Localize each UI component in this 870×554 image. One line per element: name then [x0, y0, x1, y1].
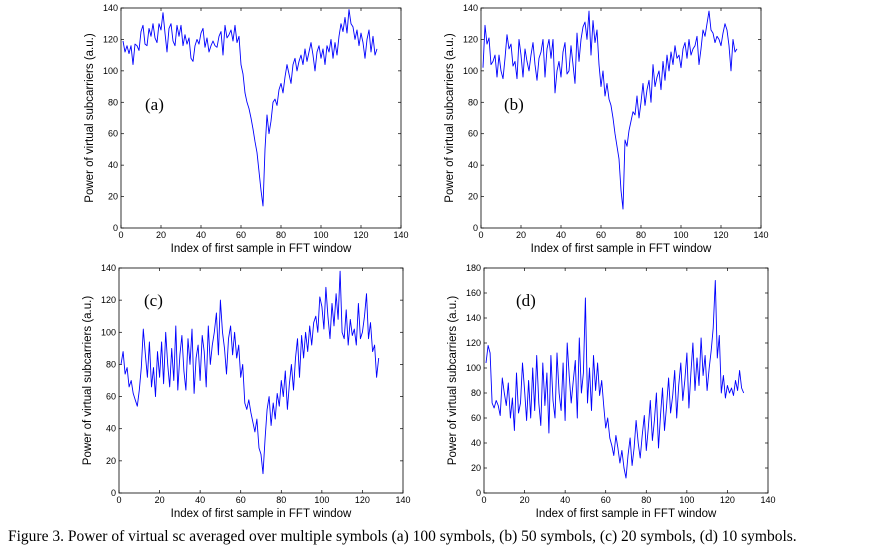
y-tick-label: 120: [463, 34, 478, 44]
x-tick-label: 120: [713, 230, 728, 240]
y-axis-label: Power of virtual subcarriers (a.u.): [447, 296, 459, 466]
panel-label: (a): [145, 95, 164, 114]
y-axis-label: Power of virtual subcarriers (a.u.): [444, 33, 456, 203]
panel-label: (b): [504, 95, 524, 114]
x-tick-label: 80: [641, 495, 651, 505]
x-tick-label: 20: [155, 495, 165, 505]
chart-panel-2: 0 20 40 60 80 100 120 140 0 20 40 60 80 100 120 140 Inde…: [82, 263, 411, 520]
y-tick-label: 120: [466, 338, 481, 348]
y-tick-label: 80: [108, 97, 118, 107]
y-tick-label: 160: [466, 288, 481, 298]
x-tick-label: 80: [276, 495, 286, 505]
x-tick-label: 0: [481, 495, 486, 505]
y-axis-label: Power of virtual subcarriers (a.u.): [82, 296, 94, 466]
y-axis-label: Power of virtual subcarriers (a.u.): [84, 33, 96, 203]
x-axis-label: Index of first sample in FFT window: [531, 243, 712, 255]
y-tick-label: 0: [111, 488, 116, 498]
x-axis-label: Index of first sample in FFT window: [171, 508, 352, 520]
y-tick-label: 80: [106, 359, 116, 369]
x-tick-label: 80: [636, 230, 646, 240]
x-tick-label: 100: [313, 230, 328, 240]
y-tick-label: 40: [468, 160, 478, 170]
x-tick-label: 120: [355, 495, 370, 505]
x-tick-label: 80: [276, 230, 286, 240]
chart-panel-0: 0 20 40 60 80 100 120 140 0 20 40 60 80 100 120 140 Inde…: [84, 3, 409, 255]
x-tick-label: 60: [236, 495, 246, 505]
x-axis-label: Index of first sample in FFT window: [171, 243, 352, 255]
series-line: [122, 9, 378, 207]
x-tick-label: 100: [679, 495, 694, 505]
y-tick-label: 60: [108, 129, 118, 139]
x-tick-label: 40: [556, 230, 566, 240]
panel-label: (c): [144, 291, 163, 310]
series-line: [482, 10, 738, 210]
x-tick-label: 120: [353, 230, 368, 240]
y-tick-label: 60: [468, 129, 478, 139]
chart-panel-3: 0 20 40 60 80 100 120 140 0 20 40 60 80 100 120 140 160 1…: [447, 263, 776, 520]
x-tick-label: 140: [760, 495, 775, 505]
y-tick-label: 120: [103, 34, 118, 44]
x-tick-label: 40: [195, 495, 205, 505]
y-tick-label: 40: [106, 424, 116, 434]
series-line: [485, 280, 745, 479]
y-tick-label: 180: [466, 263, 481, 273]
y-tick-label: 20: [106, 456, 116, 466]
x-tick-label: 140: [753, 230, 768, 240]
x-axis-label: Index of first sample in FFT window: [536, 508, 717, 520]
y-tick-label: 20: [108, 192, 118, 202]
x-tick-label: 0: [116, 495, 121, 505]
y-tick-label: 140: [466, 313, 481, 323]
y-tick-label: 60: [106, 392, 116, 402]
y-tick-label: 40: [471, 438, 481, 448]
x-tick-label: 140: [395, 495, 410, 505]
y-tick-label: 20: [468, 192, 478, 202]
x-tick-label: 0: [478, 230, 483, 240]
chart-panel-1: 0 20 40 60 80 100 120 140 0 20 40 60 80 100 120 140 Inde…: [444, 3, 769, 255]
y-tick-label: 140: [463, 3, 478, 13]
y-tick-label: 120: [101, 295, 116, 305]
y-tick-label: 100: [466, 363, 481, 373]
y-tick-label: 100: [463, 66, 478, 76]
x-tick-label: 60: [601, 495, 611, 505]
y-tick-label: 0: [476, 488, 481, 498]
y-tick-label: 140: [101, 263, 116, 273]
y-tick-label: 80: [471, 388, 481, 398]
y-tick-label: 60: [471, 413, 481, 423]
x-tick-label: 20: [156, 230, 166, 240]
plot-area: [120, 7, 402, 229]
x-tick-label: 40: [560, 495, 570, 505]
panel-label: (d): [516, 291, 536, 310]
y-tick-label: 100: [101, 327, 116, 337]
x-tick-label: 60: [596, 230, 606, 240]
y-tick-label: 20: [471, 463, 481, 473]
y-tick-label: 40: [108, 160, 118, 170]
x-tick-label: 100: [314, 495, 329, 505]
x-tick-label: 0: [118, 230, 123, 240]
series-line: [120, 270, 380, 475]
figure-caption: Figure 3. Power of virtual sc averaged o…: [8, 528, 797, 545]
x-tick-label: 40: [196, 230, 206, 240]
y-tick-label: 140: [103, 3, 118, 13]
plot-area: [480, 7, 762, 229]
y-tick-label: 100: [103, 66, 118, 76]
y-tick-label: 0: [473, 223, 478, 233]
y-tick-label: 0: [113, 223, 118, 233]
x-tick-label: 20: [516, 230, 526, 240]
x-tick-label: 100: [673, 230, 688, 240]
x-tick-label: 20: [520, 495, 530, 505]
x-tick-label: 120: [720, 495, 735, 505]
x-tick-label: 60: [236, 230, 246, 240]
x-tick-label: 140: [393, 230, 408, 240]
y-tick-label: 80: [468, 97, 478, 107]
